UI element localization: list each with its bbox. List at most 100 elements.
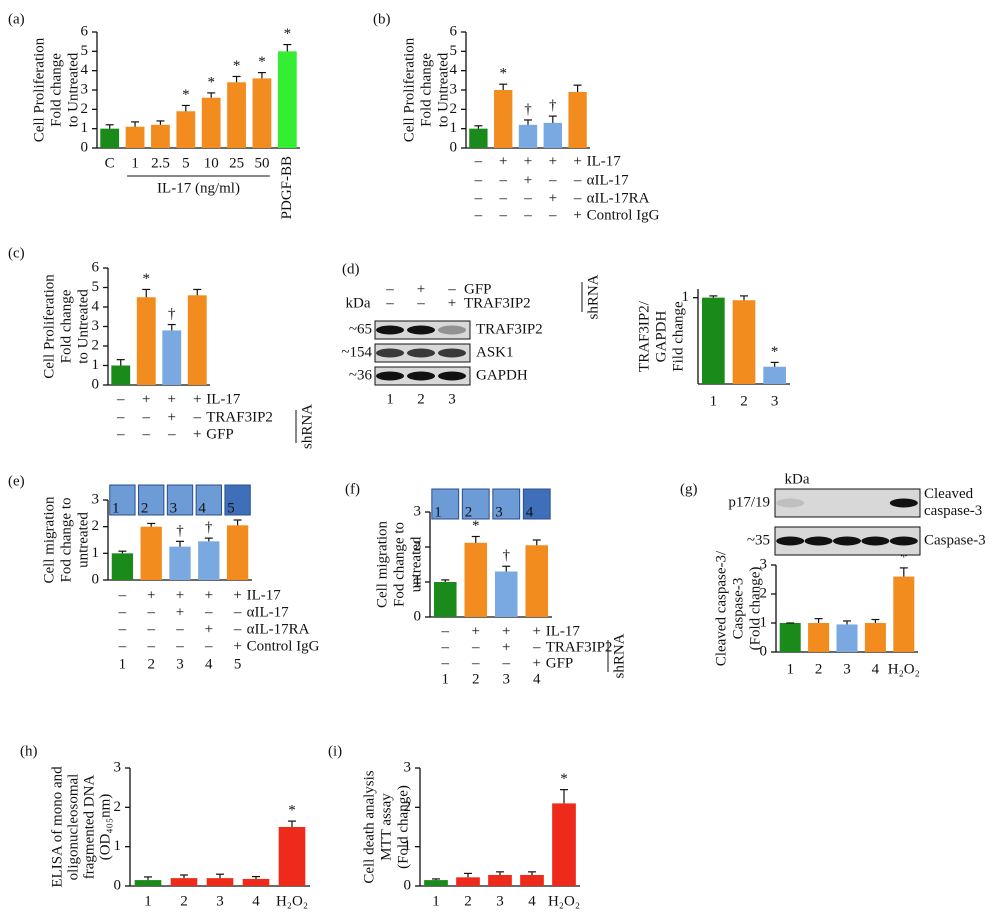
protein-label: caspase-3 <box>924 503 982 519</box>
x-tick-label: 1 <box>786 661 794 677</box>
treatment-label: GFP <box>546 655 574 671</box>
significance-marker: * <box>472 518 480 534</box>
y-tick-label: 0 <box>414 608 422 624</box>
treatment-sign: + <box>533 655 541 671</box>
x-tick-label: 4 <box>872 661 880 677</box>
y-tick-label: 0 <box>404 877 412 893</box>
significance-marker: * <box>233 58 241 74</box>
y-tick-label: 4 <box>450 62 458 78</box>
migration-image <box>109 484 136 516</box>
bar <box>136 297 156 385</box>
y-tick-label: 3 <box>450 81 458 97</box>
bar <box>134 880 162 886</box>
treatment-sign: + <box>573 207 581 223</box>
panel-label: (d) <box>342 261 360 277</box>
y-axis-label: Fod change to <box>391 522 407 607</box>
treatment-sign: + <box>549 190 557 206</box>
blot-band <box>376 325 404 335</box>
molecular-weight: ~35 <box>747 532 770 548</box>
y-tick-label: 2 <box>92 337 100 353</box>
x-tick-label: 3 <box>496 893 504 909</box>
y-tick-label: 2 <box>92 518 100 534</box>
treatment-sign: + <box>142 391 150 407</box>
x-tick-label: 1 <box>710 393 718 409</box>
treatment-sign: – <box>523 207 532 223</box>
treatment-sign: – <box>441 639 450 655</box>
y-axis-label: Cleaved caspase-3/ <box>713 550 729 666</box>
significance-marker: * <box>771 344 779 360</box>
blot-band <box>776 498 805 508</box>
treatment-label: IL-17 <box>206 391 241 407</box>
treatment-sign: – <box>116 391 125 407</box>
treatment-label: Control IgG <box>247 638 320 654</box>
y-tick-label: 5 <box>92 279 100 295</box>
bar <box>151 124 170 148</box>
bar <box>278 827 306 886</box>
y-axis-label: Cell Proliferation <box>41 274 57 379</box>
bar <box>277 51 297 149</box>
bar <box>125 126 145 148</box>
x-tick-label: 4 <box>533 671 541 687</box>
protein-label: ASK1 <box>476 344 514 360</box>
panel-label: (g) <box>680 481 698 497</box>
treatment-sign: + <box>448 295 456 311</box>
treatment-sign: – <box>385 281 394 297</box>
treatment-sign: + <box>176 587 184 603</box>
molecular-weight: p17/19 <box>728 494 770 510</box>
treatment-sign: – <box>416 295 425 311</box>
treatment-sign: – <box>441 655 450 671</box>
y-tick-label: 0 <box>81 139 89 155</box>
y-axis-label: to Untreated <box>435 52 451 127</box>
treatment-sign: – <box>573 172 582 188</box>
bar <box>520 874 544 886</box>
treatment-sign: – <box>385 295 394 311</box>
treatment-sign: + <box>417 281 425 297</box>
treatment-sign: – <box>471 639 480 655</box>
bar <box>732 300 756 384</box>
migration-image <box>431 488 460 520</box>
y-tick-label: 5 <box>450 43 458 59</box>
treatment-sign: + <box>472 623 480 639</box>
y-tick-label: 0 <box>92 571 100 587</box>
blot-band <box>407 348 435 358</box>
treatment-sign: + <box>533 623 541 639</box>
y-axis-label: TRAF3IP2/ <box>636 300 652 372</box>
treatment-sign: – <box>193 409 202 425</box>
bar <box>518 124 538 148</box>
bar <box>187 295 207 385</box>
x-tick-label: 2 <box>464 893 472 909</box>
bar <box>494 90 513 148</box>
lane-label: 2 <box>417 391 425 407</box>
y-axis-label: Fold change <box>58 289 74 363</box>
treatment-sign: + <box>168 409 176 425</box>
molecular-weight: ~154 <box>341 344 372 360</box>
y-tick-label: 4 <box>92 298 100 314</box>
image-number: 4 <box>526 504 534 520</box>
migration-image <box>166 484 194 516</box>
image-number: 3 <box>495 504 503 520</box>
bar <box>456 877 480 886</box>
y-tick-label: 1 <box>114 838 122 854</box>
treatment-label: TRAF3IP2 <box>206 409 273 425</box>
treatment-sign: – <box>142 409 151 425</box>
bar <box>464 542 488 617</box>
treatment-sign: – <box>471 655 480 671</box>
treatment-sign: – <box>474 172 483 188</box>
y-tick-label: 2 <box>450 101 458 117</box>
y-axis-label: Cell Proliferation <box>401 37 417 142</box>
x-tick-label: 3 <box>843 661 851 677</box>
treatment-sign: – <box>167 426 176 442</box>
bar <box>206 878 234 886</box>
migration-image <box>224 484 251 516</box>
image-number: 4 <box>198 500 206 516</box>
treatment-sign: – <box>447 281 456 297</box>
treatment-sign: – <box>146 621 155 637</box>
treatment-label: αIL-17 <box>247 604 290 620</box>
molecular-weight: ~36 <box>349 367 373 383</box>
blot-band <box>889 536 918 546</box>
treatment-sign: – <box>548 207 557 223</box>
significance-marker: * <box>207 74 215 90</box>
treatment-sign: – <box>502 655 511 671</box>
treatment-sign: + <box>193 426 201 442</box>
